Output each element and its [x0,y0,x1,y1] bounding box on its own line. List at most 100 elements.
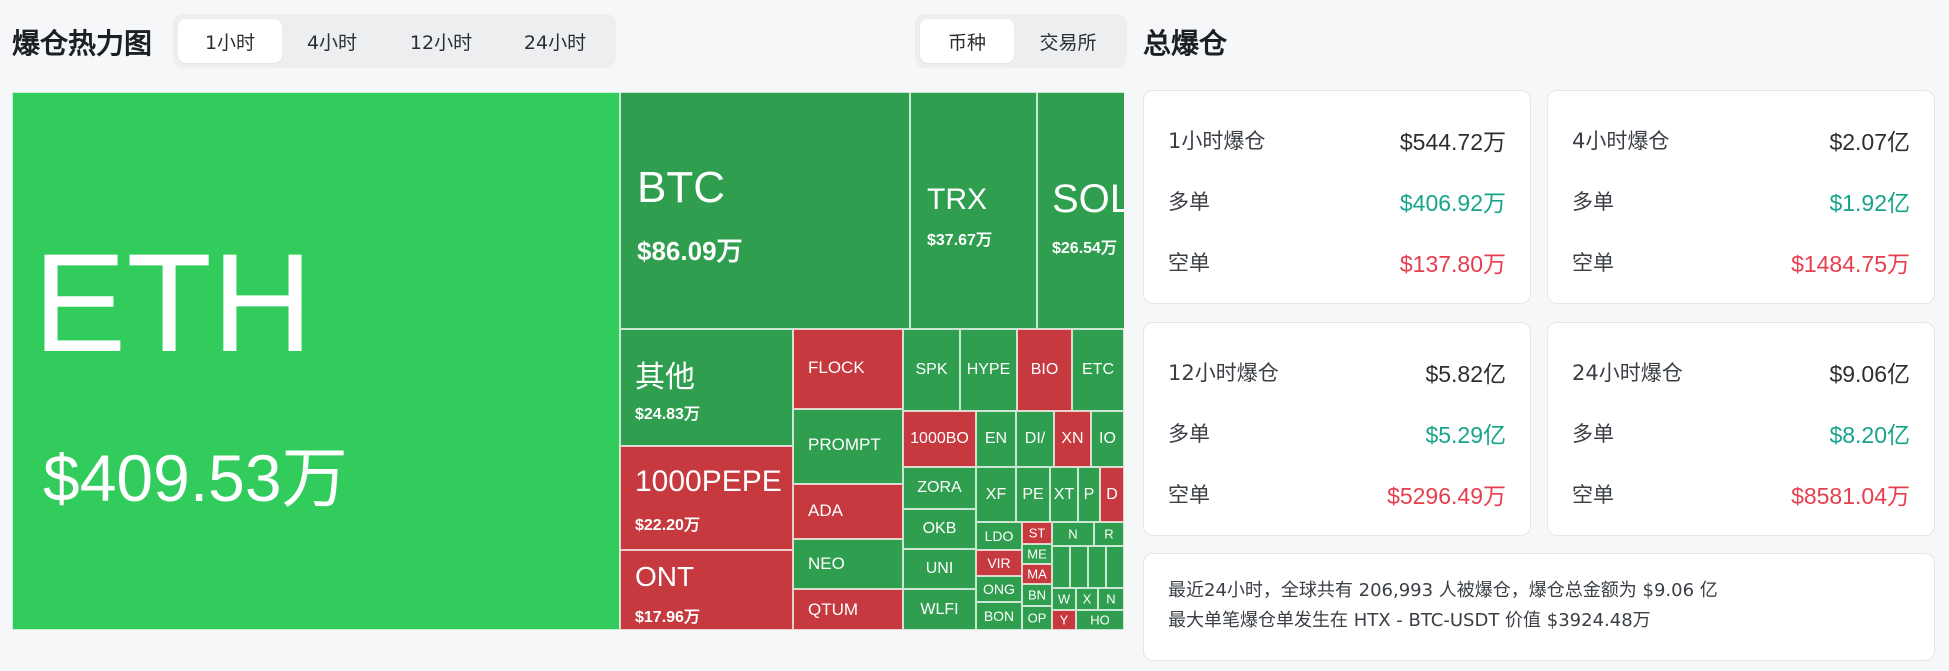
tab-exchange[interactable]: 交易所 [1039,31,1097,54]
total-value: $2.07亿 [1829,129,1910,155]
tile-symbol: P [1083,485,1095,503]
tile-n-small[interactable]: N [1098,588,1124,610]
tile-1000bonk[interactable]: 1000BO [903,411,976,467]
tile-symbol: 其他 [635,361,695,394]
short-row: 空单 $137.80万 [1168,247,1506,277]
tile-symbol: 1000PEPE [635,465,782,498]
tile-ada[interactable]: ADA [793,484,903,539]
tile-btc[interactable]: BTC $86.09万 [620,92,910,329]
short-label: 空单 [1572,483,1614,507]
tile-spk[interactable]: SPK [903,329,960,411]
tile-sol[interactable]: SOL $26.54万 [1037,92,1124,329]
tile-ont[interactable]: ONT $17.96万 [620,550,793,630]
tile-x[interactable]: X [1076,588,1098,610]
tile-trx[interactable]: TRX $37.67万 [910,92,1037,329]
total-value: $5.82亿 [1425,361,1506,387]
tile-bon[interactable]: BON [976,602,1022,630]
tile-symbol: ONT [635,561,695,592]
tab-24h[interactable]: 24小时 [523,31,587,54]
tile-symbol: BON [983,608,1015,624]
tile-me[interactable]: ME [1022,544,1052,564]
tab-1h[interactable]: 1小时 [178,19,282,63]
tab-4h[interactable]: 4小时 [306,31,358,54]
tile-symbol: BN [1027,587,1047,603]
tile-symbol: PROMPT [808,435,881,454]
liquidation-info-box: 最近24小时，全球共有 206,993 人被爆仓，爆仓总金额为 $9.06 亿 … [1143,553,1935,661]
group-by-tabs: 币种 交易所 [915,14,1127,68]
tile-small-4[interactable] [1106,546,1124,588]
total-row: 24小时爆仓 $9.06亿 [1572,357,1910,387]
tile-flock[interactable]: FLOCK [793,329,903,409]
tile-ldo[interactable]: LDO [976,522,1022,550]
short-value: $1484.75万 [1791,251,1910,277]
tile-symbol: BTC [637,163,725,212]
tile-st[interactable]: ST [1022,522,1052,544]
tab-coin[interactable]: 币种 [920,19,1014,63]
short-row: 空单 $8581.04万 [1572,479,1910,509]
tile-bio[interactable]: BIO [1017,329,1072,411]
total-value: $9.06亿 [1829,361,1910,387]
tile-zora[interactable]: ZORA [903,467,976,509]
tile-n[interactable]: N [1052,522,1094,546]
tile-small-3[interactable] [1088,546,1106,588]
long-value: $5.29亿 [1425,422,1506,448]
tile-vir[interactable]: VIR [976,550,1022,576]
tile-prompt[interactable]: PROMPT [793,409,903,484]
long-value: $1.92亿 [1829,190,1910,216]
tile-w[interactable]: W [1052,588,1076,610]
tile-symbol: ST [1028,525,1046,541]
tile-d[interactable]: D [1100,467,1124,522]
tile-symbol: HO [1090,612,1110,628]
short-label: 空单 [1168,483,1210,507]
tile-symbol: W [1057,591,1071,607]
tile-symbol: ADA [808,501,843,520]
tile-eth[interactable]: ETH $409.53万 [12,92,620,630]
tile-ena[interactable]: EN [976,411,1016,467]
tile-ong[interactable]: ONG [976,576,1022,602]
tile-symbol: 1000BO [910,430,969,447]
period-label: 4小时爆仓 [1572,129,1670,153]
tile-okb[interactable]: OKB [903,509,976,549]
tile-p[interactable]: P [1078,467,1100,522]
tile-dia[interactable]: DI/ [1016,411,1054,467]
tile-io[interactable]: IO [1091,411,1124,467]
tile-symbol: ETC [1082,361,1114,378]
tile-small-1[interactable] [1052,546,1070,588]
tile-symbol: QTUM [808,600,859,619]
info-line-largest: 最大单笔爆仓单发生在 HTX - BTC-USDT 价值 $3924.48万 [1168,610,1651,631]
long-label: 多单 [1168,190,1210,214]
tile-neo[interactable]: NEO [793,539,903,589]
tile-symbol: X [1082,591,1092,607]
tile-symbol: PE [1022,485,1044,503]
total-row: 12小时爆仓 $5.82亿 [1168,357,1506,387]
tile-qtum[interactable]: QTUM [793,589,903,630]
tile-r[interactable]: R [1094,522,1124,546]
tile-op[interactable]: OP [1022,606,1052,630]
tile-symbol: ONG [983,581,1015,597]
short-row: 空单 $1484.75万 [1572,247,1910,277]
info-line-total: 最近24小时，全球共有 206,993 人被爆仓，爆仓总金额为 $9.06 亿 [1168,580,1718,601]
tile-uni[interactable]: UNI [903,549,976,589]
tile-pe[interactable]: PE [1016,467,1050,522]
tile-ma[interactable]: MA [1022,564,1052,584]
tile-xt[interactable]: XT [1050,467,1078,522]
tile-xrp[interactable]: XF [976,467,1016,522]
tile-wlfi[interactable]: WLFI [903,589,976,630]
tile-small-2[interactable] [1070,546,1088,588]
short-label: 空单 [1572,251,1614,275]
tile-etc[interactable]: ETC [1072,329,1124,411]
tile-xn[interactable]: XN [1054,411,1091,467]
tile-symbol: IO [1099,430,1116,447]
tile-ho[interactable]: HO [1076,610,1124,630]
tile-y[interactable]: Y [1052,610,1076,630]
tile-bn[interactable]: BN [1022,584,1052,606]
long-row: 多单 $8.20亿 [1572,418,1910,448]
tile-other[interactable]: 其他 $24.83万 [620,329,793,446]
short-value: $8581.04万 [1791,483,1910,509]
period-label: 24小时爆仓 [1572,361,1683,385]
tile-1000pepe[interactable]: 1000PEPE $22.20万 [620,446,793,550]
tab-12h[interactable]: 12小时 [409,31,473,54]
tile-hype[interactable]: HYPE [960,329,1017,411]
time-range-tabs: 1小时 4小时 12小时 24小时 [173,14,616,68]
long-row: 多单 $5.29亿 [1168,418,1506,448]
